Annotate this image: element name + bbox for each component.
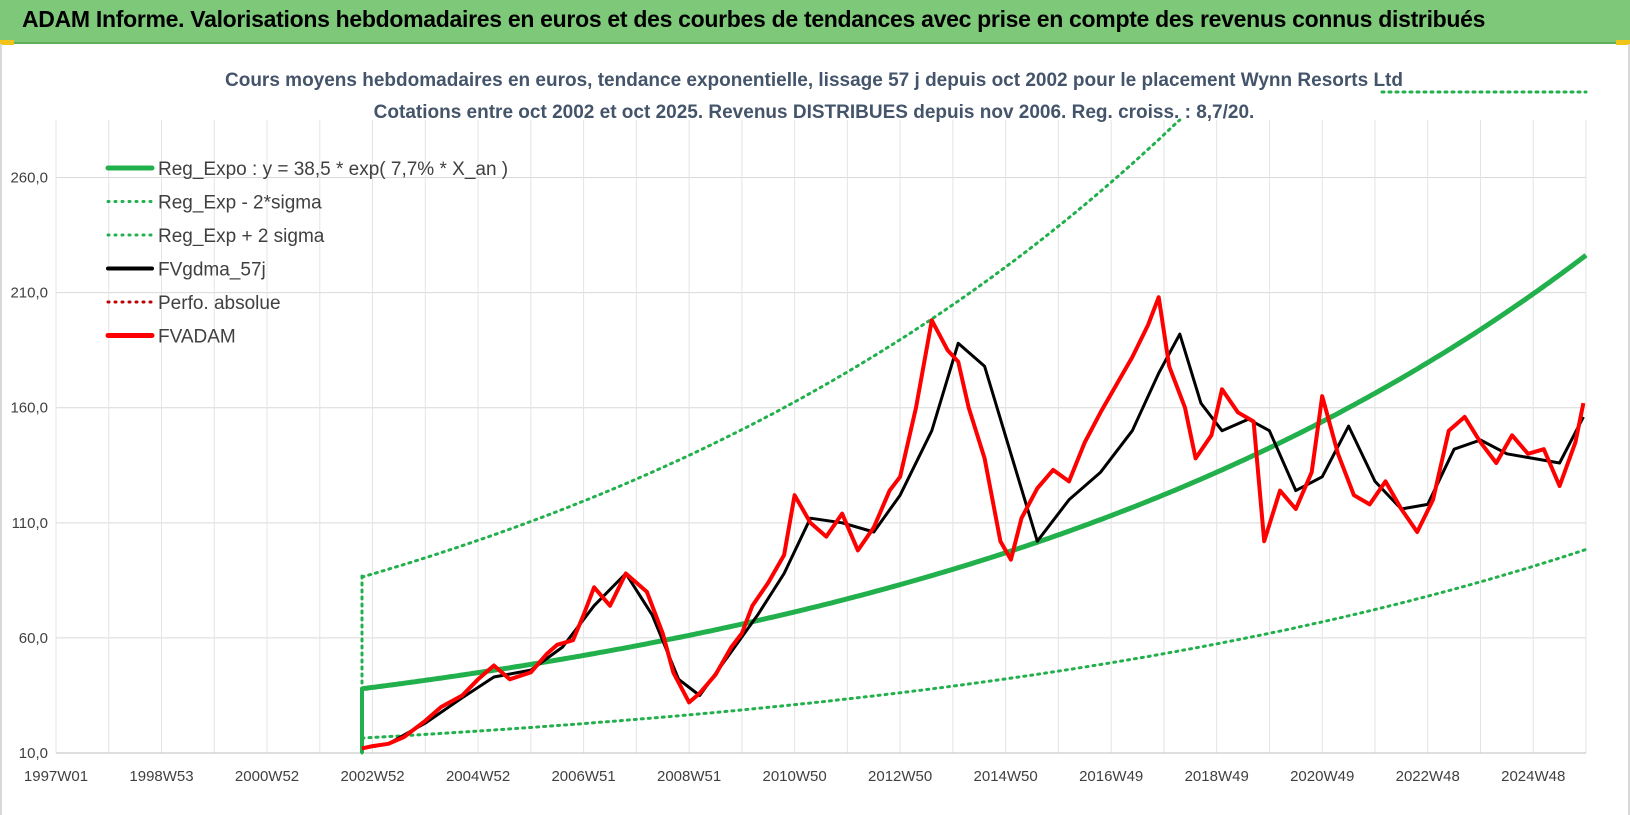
chart-frame [0, 44, 1630, 815]
x-tick-label: 2020W49 [1290, 768, 1354, 785]
x-tick-label: 2012W50 [868, 768, 932, 785]
legend-label: Reg_Exp - 2*sigma [158, 193, 322, 214]
legend: Reg_Expo : y = 38,5 * exp( 7,7% * X_an )… [105, 159, 508, 348]
x-tick-label: 2018W49 [1185, 768, 1249, 785]
trend-lines [360, 118, 1588, 755]
legend-label: FVADAM [158, 327, 236, 348]
y-tick-label: 110,0 [12, 515, 48, 532]
chart-title-line2: Cotations entre oct 2002 et oct 2025. Re… [374, 102, 1255, 123]
legend-label: Reg_Exp + 2 sigma [158, 226, 325, 247]
report-title: ADAM Informe. Valorisations hebdomadaire… [22, 6, 1486, 32]
x-axis-ticks: 1997W01 1998W53 2000W52 2002W52 2004W52 2006W… [24, 768, 1565, 785]
chart-title-line1: Cours moyens hebdomadaires en euros, ten… [225, 70, 1403, 91]
series-lines [361, 295, 1586, 751]
x-tick-label: 2024W48 [1501, 768, 1565, 785]
x-tick-label: 2006W51 [551, 768, 615, 785]
reg-exp-minus-2sigma-line [360, 548, 1588, 740]
x-tick-label: 2016W49 [1079, 768, 1143, 785]
y-tick-label: 160,0 [10, 400, 48, 417]
reg-exp-plus-2sigma-line [360, 118, 1182, 579]
x-tick-label: 1997W01 [24, 768, 88, 785]
x-tick-label: 2004W52 [446, 768, 510, 785]
y-tick-label: 260,0 [10, 170, 48, 187]
gridlines [55, 120, 1587, 754]
legend-label: Perfo. absolue [158, 293, 281, 314]
x-tick-label: 2000W52 [235, 768, 299, 785]
x-tick-label: 2008W51 [657, 768, 721, 785]
x-tick-label: 2002W52 [340, 768, 404, 785]
header-corner-left [0, 40, 14, 45]
x-tick-label: 1998W53 [129, 768, 193, 785]
fvgdma-line [361, 332, 1585, 750]
legend-label: Reg_Expo : y = 38,5 * exp( 7,7% * X_an ) [158, 159, 508, 180]
reg-expo-line [361, 253, 1588, 692]
x-tick-label: 2014W50 [974, 768, 1038, 785]
y-axis-ticks: 10,0 60,0 110,0 160,0 210,0 260,0 [10, 170, 48, 762]
report-header: ADAM Informe. Valorisations hebdomadaire… [0, 0, 1630, 44]
y-tick-label: 210,0 [10, 285, 48, 302]
header-corner-right [1616, 40, 1630, 45]
x-tick-label: 2010W50 [763, 768, 827, 785]
legend-label: FVgdma_57j [158, 260, 266, 281]
chart-area: 10,0 60,0 110,0 160,0 210,0 260,0 1997W01 1998… [10, 70, 1588, 785]
fvadam-line [361, 295, 1586, 751]
y-tick-label: 10,0 [19, 745, 48, 762]
x-tick-label: 2022W48 [1396, 768, 1460, 785]
y-tick-label: 60,0 [19, 630, 48, 647]
